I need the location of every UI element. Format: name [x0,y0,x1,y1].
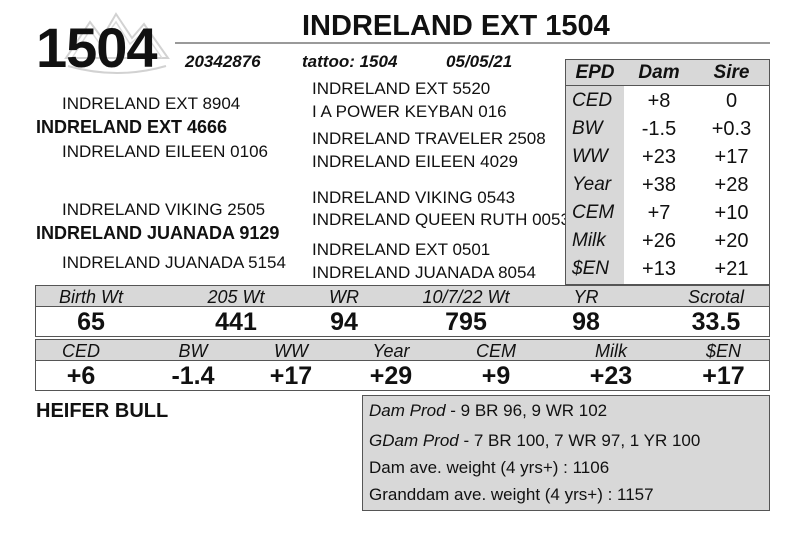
pedigree-sire: INDRELAND EXT 4666 [36,117,228,137]
performance-value: 65 [77,308,105,336]
pedigree-sire-dam: INDRELAND EILEEN 0106 [62,142,268,161]
animal-title: INDRELAND EXT 1504 [302,10,610,42]
title-divider [175,42,770,44]
epd-band-label: Year [372,341,410,361]
ranch-logo [64,12,170,74]
performance-label: 205 Wt [207,287,265,307]
epd-dam-value: +38 [642,174,676,196]
epd-sire-value: 0 [725,90,738,112]
epd-trait-label: Year [572,174,612,195]
epd-band-value: +6 [66,362,96,390]
performance-value: 795 [445,308,487,336]
production-notes: Dam Prod - 9 BR 96, 9 WR 102 GDam Prod -… [362,395,770,511]
epd-band-value: +17 [269,362,313,390]
performance-values: 65 441 94 795 98 33.5 [35,307,770,337]
dam-prod-label: Dam Prod [369,401,446,420]
pedigree-dam-dam: INDRELAND JUANADA 5154 [62,253,286,272]
epd-header-trait: EPD [575,62,615,83]
performance-label: Birth Wt [58,287,123,307]
epd-band-value: -1.4 [171,362,215,390]
pedigree-dam: INDRELAND JUANADA 9129 [36,223,280,243]
epd-dam-value: +23 [642,146,676,168]
birth-date: 05/05/21 [446,52,513,71]
dam-prod-line: Dam Prod - 9 BR 96, 9 WR 102 [369,400,607,422]
epd-sire-value: +0.3 [711,118,752,140]
performance-label: Scrotal [687,287,745,307]
performance-value: 98 [572,308,600,336]
performance-label: 10/7/22 Wt [422,287,510,307]
epd-trait-label: CEM [572,202,615,223]
epd-band-value: +23 [589,362,633,390]
registration-number: 20342876 [185,52,261,71]
gdam-prod-label: GDam Prod [369,431,459,450]
pedigree-ggp-3: INDRELAND TRAVELER 2508 [312,129,546,148]
performance-value: 94 [330,308,358,336]
performance-label: YR [573,287,599,307]
epd-trait-label: WW [572,146,608,167]
epd-dam-value: +8 [647,90,671,112]
epd-trait-label: BW [572,118,603,139]
epd-band-label: $EN [705,341,741,361]
pedigree-ggp-1: INDRELAND EXT 5520 [312,79,491,98]
pedigree-ggp-2: I A POWER KEYBAN 016 [312,102,507,121]
epd-band-label: CED [61,341,100,361]
epd-sire-value: +28 [714,174,749,196]
epd-dam-value: -1.5 [641,118,677,140]
epd-sire-value: +21 [714,258,749,280]
sex-label: HEIFER BULL [36,400,169,422]
epd-band-label: Milk [595,341,627,361]
performance-value: 441 [215,308,257,336]
epd-trait-label: CED [572,90,613,111]
epd-dam-value: +26 [642,230,676,252]
lot-number: 1504 [36,16,158,79]
gdam-prod-value: - 7 BR 100, 7 WR 97, 1 YR 100 [458,431,701,450]
pedigree-ggp-7: INDRELAND EXT 0501 [312,240,491,259]
epd-band-label: WW [274,341,308,361]
epd-table: EPD Dam Sire CED +8 0 BW -1.5 +0.3 WW +2… [565,59,770,285]
pedigree-ggp-5: INDRELAND VIKING 0543 [312,188,516,207]
epd-band-value: +9 [481,362,511,390]
pedigree-dam-sire: INDRELAND VIKING 2505 [62,200,266,219]
epd-trait-label: Milk [572,230,606,251]
performance-label: WR [329,287,359,307]
dam-prod-value: - 9 BR 96, 9 WR 102 [445,401,608,420]
epd-band-header: CED BW WW Year CEM Milk $EN [35,339,770,361]
epd-band-label: BW [178,341,208,361]
dam-weight: Dam ave. weight (4 yrs+) : 1106 [369,458,610,477]
pedigree-ggp-4: INDRELAND EILEEN 4029 [312,152,518,171]
pedigree-ggp-6: INDRELAND QUEEN RUTH 0053 [312,210,570,229]
epd-sire-value: +20 [714,230,749,252]
epd-sire-value: +17 [714,146,749,168]
epd-header-sire: Sire [713,62,750,83]
epd-band-value: +17 [702,362,745,390]
performance-value: 33.5 [691,308,741,336]
epd-header-dam: Dam [638,62,680,83]
pedigree-sire-sire: INDRELAND EXT 8904 [62,94,241,113]
gdam-prod-line: GDam Prod - 7 BR 100, 7 WR 97, 1 YR 100 [369,430,700,452]
epd-sire-value: +10 [714,202,749,224]
performance-header: Birth Wt 205 Wt WR 10/7/22 Wt YR Scrotal [35,285,770,307]
tattoo: tattoo: 1504 [302,52,398,71]
pedigree-ggp-8: INDRELAND JUANADA 8054 [312,263,536,282]
epd-trait-column [566,86,624,284]
epd-trait-label: $EN [572,258,609,279]
epd-band-label: CEM [476,341,516,361]
granddam-weight: Granddam ave. weight (4 yrs+) : 1157 [369,485,654,504]
epd-band-values: +6 -1.4 +17 +29 +9 +23 +17 [35,361,770,391]
epd-dam-value: +7 [647,202,671,224]
epd-dam-value: +13 [642,258,676,280]
epd-band-value: +29 [369,362,413,390]
epd-table-header [566,60,769,86]
